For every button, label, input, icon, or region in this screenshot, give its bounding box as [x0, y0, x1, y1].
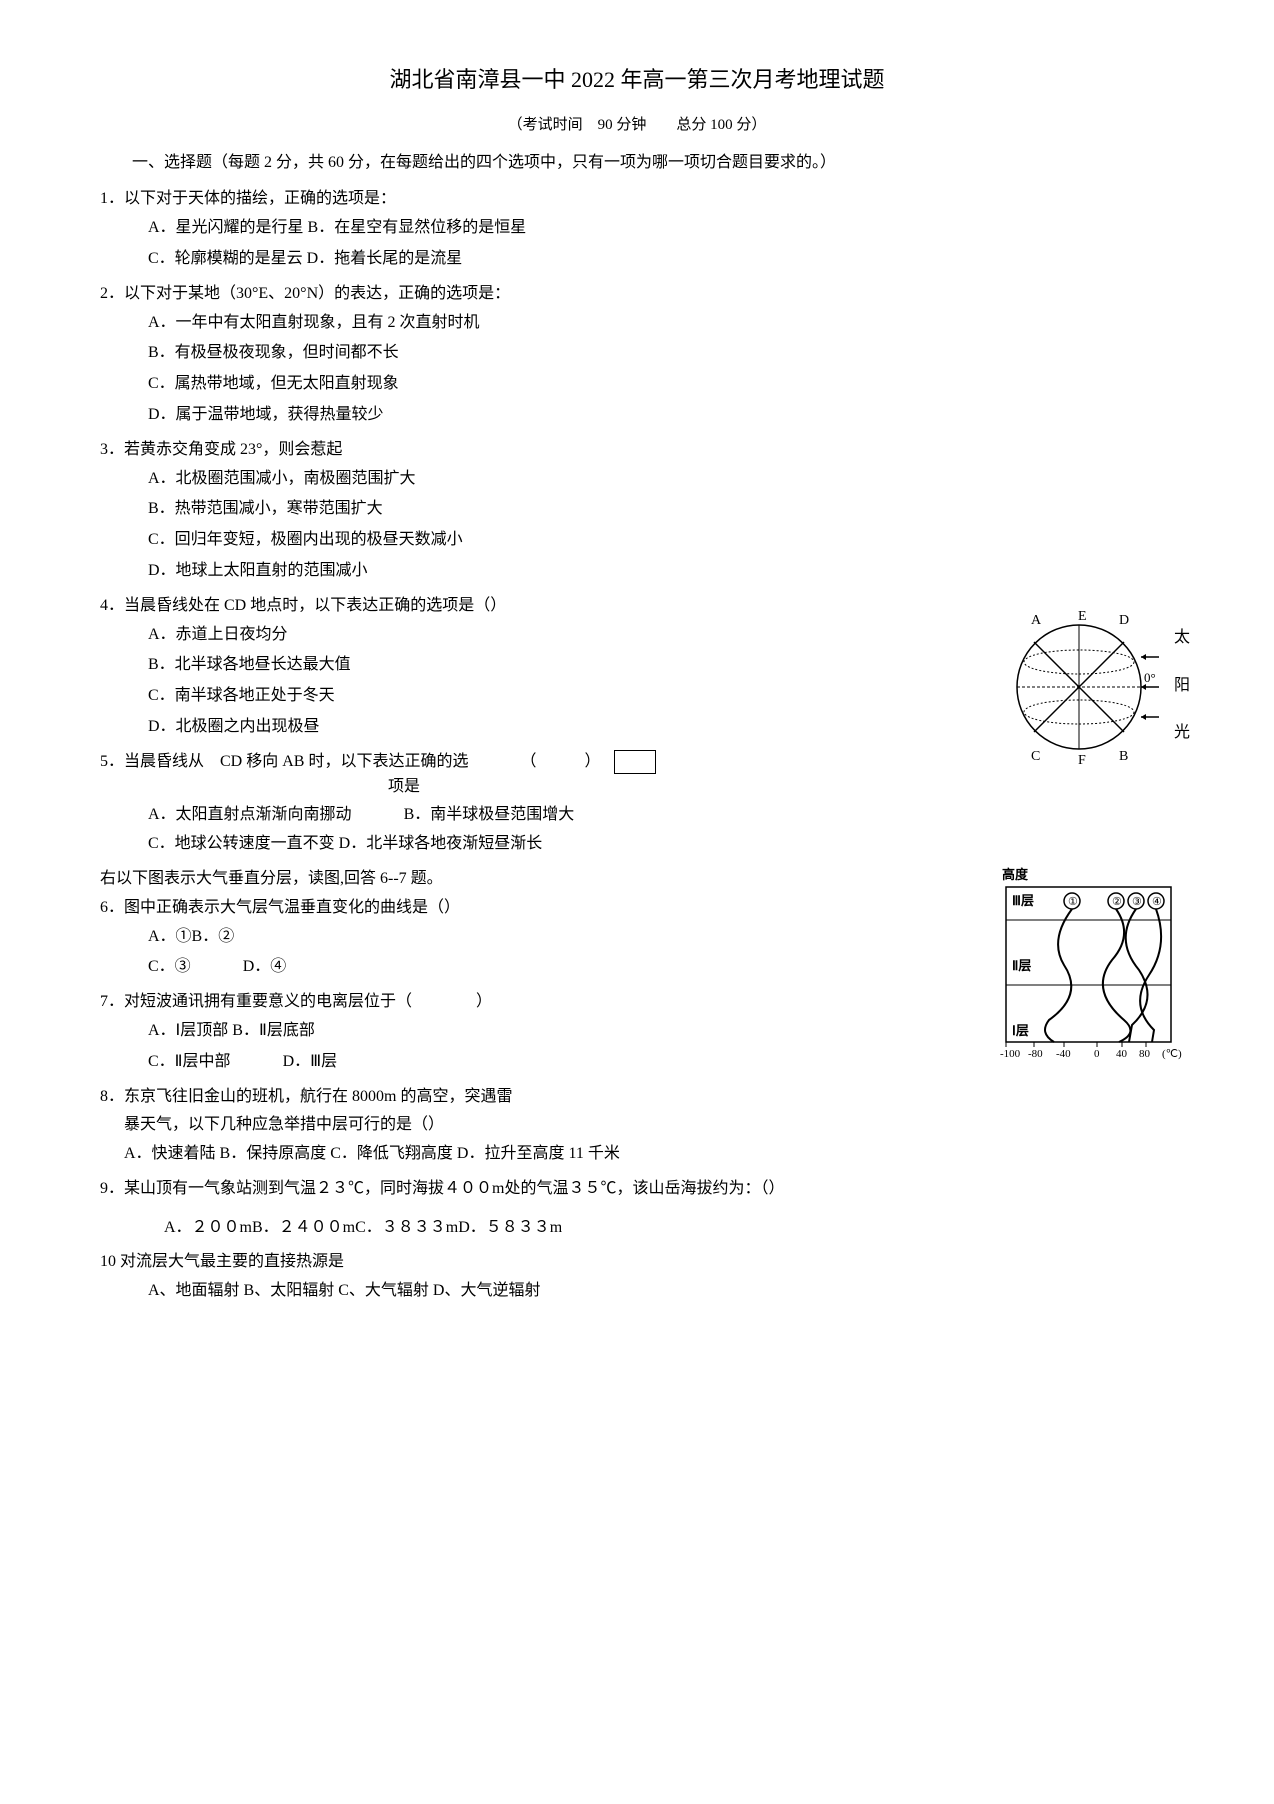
- q7-option-c: C．Ⅱ层中部: [148, 1048, 231, 1077]
- q6-option-c: C．③: [148, 953, 191, 982]
- q10-text: 10 对流层大气最主要的直接热源是: [100, 1248, 1174, 1277]
- q8-text: 8．东京飞往旧金山的班机，航行在 8000m 的高空，突遇雷: [100, 1083, 1174, 1112]
- q5-text1: 5．当晨昏线从 CD 移向 AB 时，以下表达正确的选: [100, 753, 468, 770]
- label-sun2: 阳: [1174, 676, 1190, 694]
- fig2-title: 高度: [1002, 867, 1029, 882]
- q4-option-a: A．赤道上日夜均分: [148, 621, 1174, 650]
- q9-options: A．２００mB．２４００mC．３８３３mD．５８３３m: [164, 1214, 1174, 1243]
- q5-option-a: A．太阳直射点渐渐向南挪动: [148, 801, 352, 830]
- exam-subtitle: （考试时间 90 分钟 总分 100 分）: [100, 112, 1174, 139]
- q8-options: A．快速着陆 B．保持原高度 C．降低飞翔高度 D．拉升至高度 11 千米: [100, 1140, 1174, 1169]
- q7-option-d: D．Ⅲ层: [283, 1053, 338, 1070]
- q8-text2: 暴天气，以下几种应急举措中层可行的是（）: [100, 1111, 1174, 1140]
- question-1: 1．以下对于天体的描绘，正确的选项是： A．星光闪耀的是行星 B．在星空有显然位…: [100, 185, 1174, 273]
- q4-option-b: B．北半球各地昼长达最大值: [148, 651, 1174, 680]
- q5-paren: （ ）: [520, 753, 600, 770]
- exam-title: 湖北省南漳县一中 2022 年高一第三次月考地理试题: [100, 60, 1174, 100]
- q2-text: 2．以下对于某地（30°E、20°N）的表达，正确的选项是：: [100, 280, 1174, 309]
- q3-option-c: C．回归年变短，极圈内出现的极昼天数减小: [148, 526, 1174, 555]
- q2-option-b: B．有极昼极夜现象，但时间都不长: [148, 339, 1174, 368]
- question-group-6-7: 高度 Ⅲ层 Ⅱ层 Ⅰ层 ① ② ③ ④ -100 -80 -40 0 40 80: [100, 865, 1174, 1077]
- q9-text: 9．某山顶有一气象站测到气温２３℃，同时海拔４００m处的气温３５℃，该山岳海拔约…: [100, 1175, 1174, 1204]
- q2-option-c: C．属热带地域，但无太阳直射现象: [148, 370, 1174, 399]
- question-group-4-5: A E D C F B 0° 太 阳 光 4．当晨昏线处在 CD 地点时，以下表…: [100, 592, 1174, 859]
- question-9: 9．某山顶有一气象站测到气温２３℃，同时海拔４００m处的气温３５℃，该山岳海拔约…: [100, 1175, 1174, 1243]
- question-2: 2．以下对于某地（30°E、20°N）的表达，正确的选项是： A．一年中有太阳直…: [100, 280, 1174, 430]
- question-5: 5．当晨昏线从 CD 移向 AB 时，以下表达正确的选 （ ） 项是 A．太阳直…: [100, 748, 1174, 859]
- q2-option-d: D．属于温带地域，获得热量较少: [148, 401, 1174, 430]
- q3-option-b: B．热带范围减小，寒带范围扩大: [148, 495, 1174, 524]
- question-8: 8．东京飞往旧金山的班机，航行在 8000m 的高空，突遇雷 暴天气，以下几种应…: [100, 1083, 1174, 1169]
- q7-text: 7．对短波通讯拥有重要意义的电离层位于（ ）: [100, 988, 1174, 1017]
- section-title: 一、选择题（每题 2 分，共 60 分，在每题给出的四个选项中，只有一项为哪一项…: [100, 149, 1174, 178]
- label-sun3: 光: [1174, 723, 1190, 741]
- q5-option-b: B．南半球极昼范围增大: [404, 806, 575, 823]
- q1-text: 1．以下对于天体的描绘，正确的选项是：: [100, 185, 1174, 214]
- q1-option-ab: A．星光闪耀的是行星 B．在星空有显然位移的是恒星: [148, 214, 1174, 243]
- q5-option-cd: C．地球公转速度一直不变 D．北半球各地夜渐短昼渐长: [148, 830, 1174, 859]
- label-sun1: 太: [1174, 628, 1190, 646]
- question-10: 10 对流层大气最主要的直接热源是 A、地面辐射 B、太阳辐射 C、大气辐射 D…: [100, 1248, 1174, 1306]
- q4-text: 4．当晨昏线处在 CD 地点时，以下表达正确的选项是（）: [100, 592, 1174, 621]
- question-4: 4．当晨昏线处在 CD 地点时，以下表达正确的选项是（） A．赤道上日夜均分 B…: [100, 592, 1174, 742]
- question-6: 6．图中正确表示大气层气温垂直变化的曲线是（） A．①B．② C．③ D．④: [100, 894, 1174, 982]
- q4-option-c: C．南半球各地正处于冬天: [148, 682, 1174, 711]
- q3-option-d: D．地球上太阳直射的范围减小: [148, 557, 1174, 586]
- q5-text2: 项是: [388, 773, 1174, 802]
- q2-option-a: A．一年中有太阳直射现象，且有 2 次直射时机: [148, 309, 1174, 338]
- q1-option-cd: C．轮廓模糊的是星云 D．拖着长尾的是流星: [148, 245, 1174, 274]
- question-7: 7．对短波通讯拥有重要意义的电离层位于（ ） A．Ⅰ层顶部 B．Ⅱ层底部 C．Ⅱ…: [100, 988, 1174, 1076]
- question-3: 3．若黄赤交角变成 23°，则会惹起 A．北极圈范围减小，南极圈范围扩大 B．热…: [100, 436, 1174, 586]
- q10-options: A、地面辐射 B、太阳辐射 C、大气辐射 D、大气逆辐射: [148, 1277, 1174, 1306]
- q3-option-a: A．北极圈范围减小，南极圈范围扩大: [148, 465, 1174, 494]
- q3-text: 3．若黄赤交角变成 23°，则会惹起: [100, 436, 1174, 465]
- q6-option-d: D．④: [243, 958, 287, 975]
- answer-box-icon: [614, 750, 656, 774]
- q7-option-ab: A．Ⅰ层顶部 B．Ⅱ层底部: [148, 1017, 1174, 1046]
- q6-option-ab: A．①B．②: [148, 923, 1174, 952]
- q4-option-d: D．北极圈之内出现极昼: [148, 713, 1174, 742]
- q6-text: 6．图中正确表示大气层气温垂直变化的曲线是（）: [100, 894, 1174, 923]
